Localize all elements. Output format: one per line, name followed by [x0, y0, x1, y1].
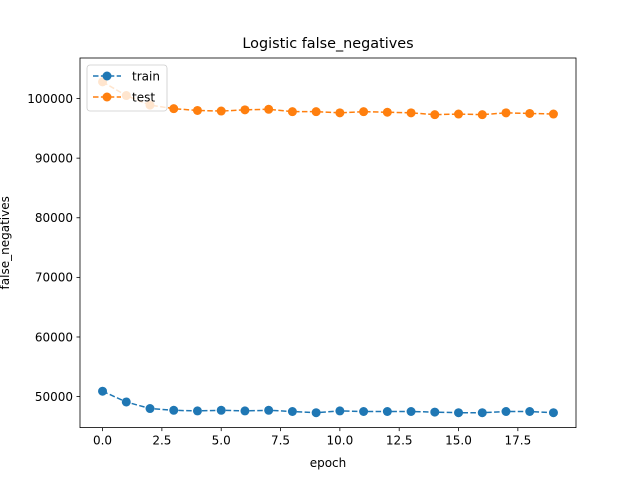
- data-point: [335, 406, 345, 416]
- data-point: [501, 108, 511, 118]
- plot-frame: [79, 57, 577, 429]
- data-point: [430, 407, 440, 417]
- data-point: [216, 106, 226, 116]
- legend-item-train: train: [93, 69, 160, 83]
- data-point: [430, 110, 440, 120]
- data-point: [264, 104, 274, 114]
- data-point: [287, 107, 297, 117]
- y-tick-label: 90000: [35, 151, 73, 165]
- data-point: [548, 109, 558, 119]
- x-tick-label: 12.5: [386, 434, 413, 448]
- y-tick-label: 50000: [35, 390, 73, 404]
- legend-label: train: [132, 69, 160, 83]
- data-point: [169, 104, 179, 114]
- y-tick-label: 80000: [35, 211, 73, 225]
- x-tick-label: 5.0: [212, 434, 231, 448]
- data-point: [477, 408, 487, 418]
- data-point: [454, 109, 464, 119]
- data-point: [382, 107, 392, 117]
- x-tick-label: 15.0: [445, 434, 472, 448]
- data-point: [477, 110, 487, 120]
- legend-marker: [102, 92, 112, 102]
- data-point: [525, 407, 535, 417]
- data-point: [121, 397, 131, 407]
- data-point: [216, 405, 226, 415]
- data-point: [382, 407, 392, 417]
- legend: train test: [86, 64, 168, 112]
- y-tick-label: 100000: [27, 92, 73, 106]
- data-point: [240, 105, 250, 115]
- data-point: [406, 407, 416, 417]
- data-point: [169, 405, 179, 415]
- data-point: [454, 408, 464, 418]
- data-point: [359, 107, 369, 117]
- data-point: [335, 108, 345, 118]
- series-train: [98, 386, 558, 418]
- x-tick-label: 2.5: [152, 434, 171, 448]
- x-tick-label: 17.5: [504, 434, 531, 448]
- legend-marker: [102, 71, 112, 81]
- x-tick-label: 0.0: [93, 434, 112, 448]
- y-axis-title: false_negatives: [0, 196, 12, 289]
- data-point: [311, 107, 321, 117]
- data-point: [192, 406, 202, 416]
- y-axis: 50000 60000 70000 80000 90000 100000: [27, 92, 80, 404]
- data-point: [525, 108, 535, 118]
- chart-title: Logistic false_negatives: [242, 36, 413, 52]
- x-axis-title: epoch: [310, 456, 347, 470]
- y-tick-label: 60000: [35, 330, 73, 344]
- data-point: [311, 408, 321, 418]
- data-point: [240, 406, 250, 416]
- legend-label: test: [132, 90, 155, 104]
- x-tick-label: 10.0: [327, 434, 354, 448]
- data-point: [287, 407, 297, 417]
- data-point: [98, 386, 108, 396]
- data-point: [501, 407, 511, 417]
- data-point: [264, 405, 274, 415]
- data-point: [406, 108, 416, 118]
- data-point: [192, 105, 202, 115]
- data-point: [359, 407, 369, 417]
- data-point: [548, 408, 558, 418]
- x-axis: 0.0 2.5 5.0 7.5 10.0 12.5 15.0 17.5: [93, 427, 531, 448]
- y-tick-label: 70000: [35, 271, 73, 285]
- x-tick-label: 7.5: [271, 434, 290, 448]
- data-point: [145, 404, 155, 414]
- legend-item-test: test: [93, 90, 155, 104]
